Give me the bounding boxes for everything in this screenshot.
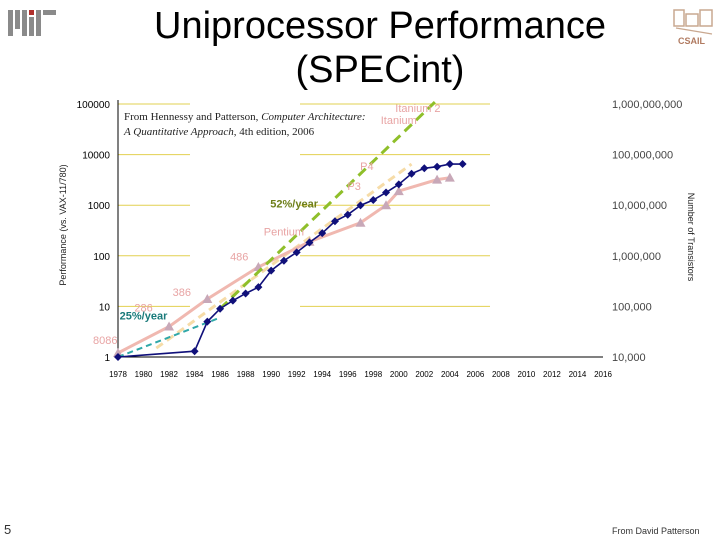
transistor-marker [444, 172, 455, 182]
performance-point [114, 353, 122, 361]
performance-point [241, 289, 250, 298]
chart-annotation: P3 [347, 181, 360, 193]
right-tick-label: 100,000 [612, 301, 652, 313]
trend-line-25 [117, 316, 221, 358]
right-tick-label: 10,000,000 [612, 200, 667, 212]
page-number: 5 [4, 522, 12, 537]
chart-annotation: 386 [173, 287, 191, 299]
x-tick-label: 1996 [339, 370, 357, 379]
source-note-book-title: Computer Architecture: [261, 111, 365, 123]
performance-point [203, 317, 212, 326]
chart-annotation: 52%/year [270, 199, 318, 211]
csail-logo-mark: CSAIL [673, 9, 713, 46]
source-note-line-1: From Hennessy and Patterson, Computer Ar… [124, 111, 366, 123]
transistor-marker [164, 321, 175, 331]
x-tick-label: 1986 [211, 370, 229, 379]
x-tick-label: 1982 [160, 370, 178, 379]
performance-point [394, 180, 403, 189]
performance-point [216, 304, 225, 313]
y-axis-title: Performance (vs. VAX-11/780) [58, 164, 68, 285]
x-tick-label: 2010 [518, 370, 536, 379]
performance-point [279, 256, 288, 265]
slide-title-line-1: Uniprocessor Performance [154, 5, 606, 47]
y-tick-label: 100 [93, 252, 110, 263]
source-note-book-subtitle: A Quantitative Approach [123, 126, 234, 138]
chart-annotation: Itanium [381, 115, 417, 127]
performance-point [343, 210, 352, 219]
performance-point [318, 229, 327, 238]
x-tick-label: 1990 [262, 370, 280, 379]
x-tick-label: 1994 [313, 370, 331, 379]
performance-point [445, 160, 454, 169]
x-tick-label: 1998 [364, 370, 382, 379]
x-tick-label: 1978 [109, 370, 127, 379]
chart-annotation: 8086 [93, 335, 117, 347]
source-note-edition: , 4th edition, 2006 [234, 126, 315, 138]
svg-text:CSAIL: CSAIL [678, 36, 706, 46]
right-tick-label: 10,000 [612, 352, 646, 364]
x-tick-label: 2006 [466, 370, 484, 379]
x-tick-label: 2012 [543, 370, 561, 379]
source-note-authors: From Hennessy and Patterson, [124, 111, 261, 123]
performance-point [267, 266, 276, 275]
performance-point [254, 283, 263, 292]
right-tick-label: 100,000,000 [612, 150, 673, 162]
chart-annotation: 25%/year [120, 311, 168, 323]
y-axis-title-right: Number of Transistors [686, 193, 696, 282]
right-tick-label: 1,000,000 [612, 251, 661, 263]
trend-line-light [155, 162, 413, 350]
y-tick-label: 10000 [82, 151, 110, 162]
x-tick-label: 2000 [390, 370, 408, 379]
x-tick-label: 2016 [594, 370, 612, 379]
source-note-line-2: A Quantitative Approach, 4th edition, 20… [123, 126, 315, 138]
y-tick-label: 100000 [77, 100, 111, 111]
transistor-marker [113, 347, 123, 357]
performance-point [458, 160, 467, 169]
slide-title-line-2: (SPECint) [295, 49, 465, 91]
performance-point [407, 169, 416, 178]
y-tick-label: 1000 [88, 201, 111, 212]
slide-title: Uniprocessor Performance (SPECint) [150, 4, 610, 92]
x-tick-label: 1988 [237, 370, 255, 379]
chart-annotation: Pentium [264, 227, 304, 239]
performance-point [228, 296, 237, 305]
transistor-line [117, 176, 451, 355]
x-tick-label: 2004 [441, 370, 459, 379]
transistor-marker [393, 186, 404, 196]
chart-annotation: 286 [134, 302, 152, 314]
csail-logo: CSAIL [672, 8, 716, 51]
performance-point [420, 164, 429, 173]
trend-line-52 [219, 98, 439, 310]
x-tick-label: 1992 [288, 370, 306, 379]
performance-point [433, 162, 442, 171]
performance-point [369, 195, 378, 204]
x-tick-label: 1984 [186, 370, 204, 379]
right-tick-label: 1,000,000,000 [612, 99, 682, 111]
x-tick-label: 1980 [135, 370, 153, 379]
transistor-marker [202, 294, 213, 304]
performance-point [190, 347, 199, 356]
performance-point [356, 201, 365, 210]
credit-text: From David Patterson [612, 526, 700, 536]
transistor-marker [381, 200, 392, 210]
transistor-marker [432, 174, 443, 184]
performance-point [382, 188, 391, 197]
performance-point [305, 238, 314, 247]
mit-logo-mark [8, 10, 56, 36]
transistor-marker [355, 217, 366, 227]
mit-logo [8, 10, 56, 41]
performance-point [330, 217, 339, 226]
chart-annotation: P4 [360, 161, 373, 173]
x-tick-label: 2008 [492, 370, 510, 379]
performance-point [292, 248, 301, 257]
y-tick-label: 10 [99, 302, 111, 313]
chart-annotation: Itanium 2 [395, 103, 440, 115]
x-tick-label: 2002 [415, 370, 433, 379]
chart-annotation: 486 [230, 252, 248, 264]
y-tick-label: 1 [104, 353, 110, 364]
x-tick-label: 2014 [569, 370, 587, 379]
